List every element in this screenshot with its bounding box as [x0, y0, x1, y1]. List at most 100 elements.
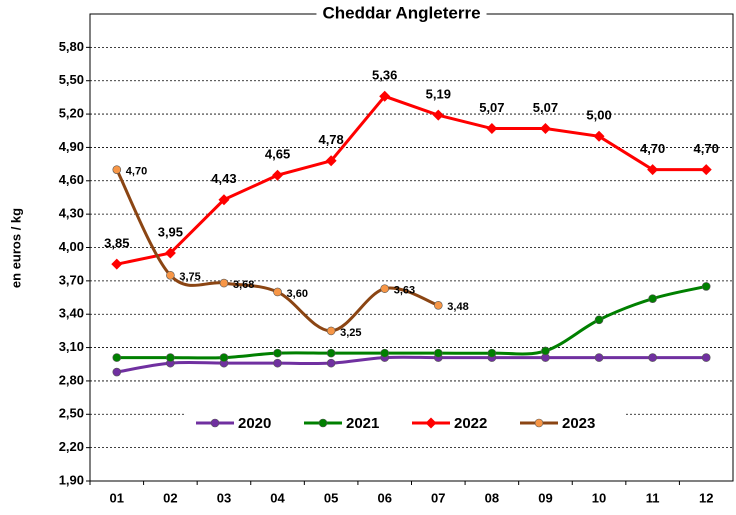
marker — [593, 130, 605, 142]
series — [112, 282, 711, 362]
x-tick-label: 07 — [431, 490, 445, 505]
marker — [534, 418, 544, 428]
legend-label: 2020 — [238, 415, 271, 432]
data-label: 4,70 — [126, 166, 147, 178]
x-tick-label: 01 — [110, 490, 124, 505]
x-tick-label: 02 — [163, 490, 177, 505]
marker — [594, 353, 604, 362]
marker — [700, 164, 712, 176]
marker — [541, 346, 550, 356]
legend-label: 2022 — [454, 415, 487, 432]
y-tick-label: 4,60 — [59, 172, 84, 187]
marker — [425, 417, 437, 429]
y-tick-label: 3,70 — [59, 272, 84, 287]
data-label: 3,68 — [233, 279, 254, 291]
marker — [112, 165, 122, 174]
y-tick-label: 3,40 — [59, 306, 84, 321]
marker — [433, 301, 443, 310]
marker — [111, 258, 123, 270]
marker — [164, 247, 176, 259]
data-label: 4,43 — [211, 171, 236, 186]
x-tick-label: 10 — [592, 490, 606, 505]
y-tick-label: 5,80 — [59, 39, 84, 54]
y-tick-label: 3,10 — [59, 339, 84, 354]
marker — [210, 418, 220, 428]
series-line — [116, 355, 707, 374]
y-axis-label: en euros / kg — [8, 208, 23, 288]
marker — [326, 358, 336, 368]
data-label: 5,00 — [586, 108, 611, 123]
data-label: 3,25 — [340, 327, 361, 339]
marker — [432, 109, 444, 121]
y-tick-label: 5,20 — [59, 106, 84, 121]
data-label: 3,63 — [394, 285, 415, 297]
data-label: 3,85 — [104, 236, 129, 251]
marker — [272, 169, 284, 181]
data-label: 3,75 — [179, 271, 200, 283]
x-tick-label: 09 — [538, 490, 552, 505]
y-tick-label: 4,90 — [59, 139, 84, 154]
marker — [273, 358, 282, 368]
data-label: 5,07 — [533, 100, 558, 115]
marker — [379, 90, 391, 102]
marker — [326, 326, 336, 336]
series-line — [115, 168, 439, 333]
legend-label: 2023 — [562, 415, 595, 432]
marker — [326, 348, 336, 358]
marker — [648, 353, 657, 362]
marker — [701, 282, 711, 291]
data-label: 3,60 — [287, 288, 308, 300]
x-tick-label: 04 — [270, 490, 285, 505]
marker — [273, 348, 282, 358]
series — [112, 353, 711, 377]
marker — [648, 294, 657, 303]
y-tick-label: 4,30 — [59, 206, 84, 221]
title-background — [316, 3, 487, 23]
marker — [273, 287, 282, 297]
marker — [112, 367, 122, 377]
marker — [380, 348, 390, 358]
marker — [380, 284, 390, 293]
legend-label: 2021 — [346, 415, 379, 432]
x-tick-label: 11 — [646, 490, 660, 505]
data-label: 4,70 — [640, 141, 665, 156]
series-line — [116, 284, 707, 360]
marker — [166, 270, 175, 280]
marker — [325, 155, 337, 167]
y-tick-label: 4,00 — [59, 239, 84, 254]
marker — [701, 353, 711, 362]
data-label: 5,19 — [426, 87, 451, 102]
y-tick-label: 2,80 — [59, 372, 84, 387]
marker — [594, 315, 604, 325]
marker — [433, 348, 443, 358]
data-label: 5,07 — [479, 100, 504, 115]
marker — [318, 418, 328, 428]
y-tick-label: 5,50 — [59, 72, 84, 87]
marker — [647, 164, 659, 176]
marker — [486, 123, 498, 135]
data-label: 3,48 — [447, 301, 468, 313]
marker — [219, 278, 229, 288]
y-tick-label: 2,50 — [59, 406, 84, 421]
marker — [166, 353, 175, 362]
x-tick-label: 06 — [377, 490, 391, 505]
x-tick-label: 08 — [485, 490, 499, 505]
x-tick-label: 12 — [699, 490, 713, 505]
marker — [112, 353, 122, 362]
marker — [539, 123, 551, 135]
data-label: 4,70 — [694, 141, 719, 156]
marker — [487, 348, 497, 358]
data-label: 4,78 — [318, 132, 343, 147]
y-tick-label: 1,90 — [59, 472, 84, 487]
data-label: 5,36 — [372, 68, 397, 83]
series: 3,85 3,95 4,43 4,65 4,78 5,36 5,19 5,07 5,07 5,00… — [104, 68, 719, 270]
data-label: 3,95 — [158, 224, 183, 239]
x-tick-label: 03 — [217, 490, 231, 505]
chart-title: Cheddar Angleterre — [322, 3, 480, 22]
data-label: 4,65 — [265, 147, 290, 162]
marker — [219, 353, 229, 362]
y-tick-label: 2,20 — [59, 439, 84, 454]
series: 4,70 3,75 3,68 3,60 3,25 3,63 3,48 — [112, 165, 469, 339]
series-line — [116, 94, 707, 266]
